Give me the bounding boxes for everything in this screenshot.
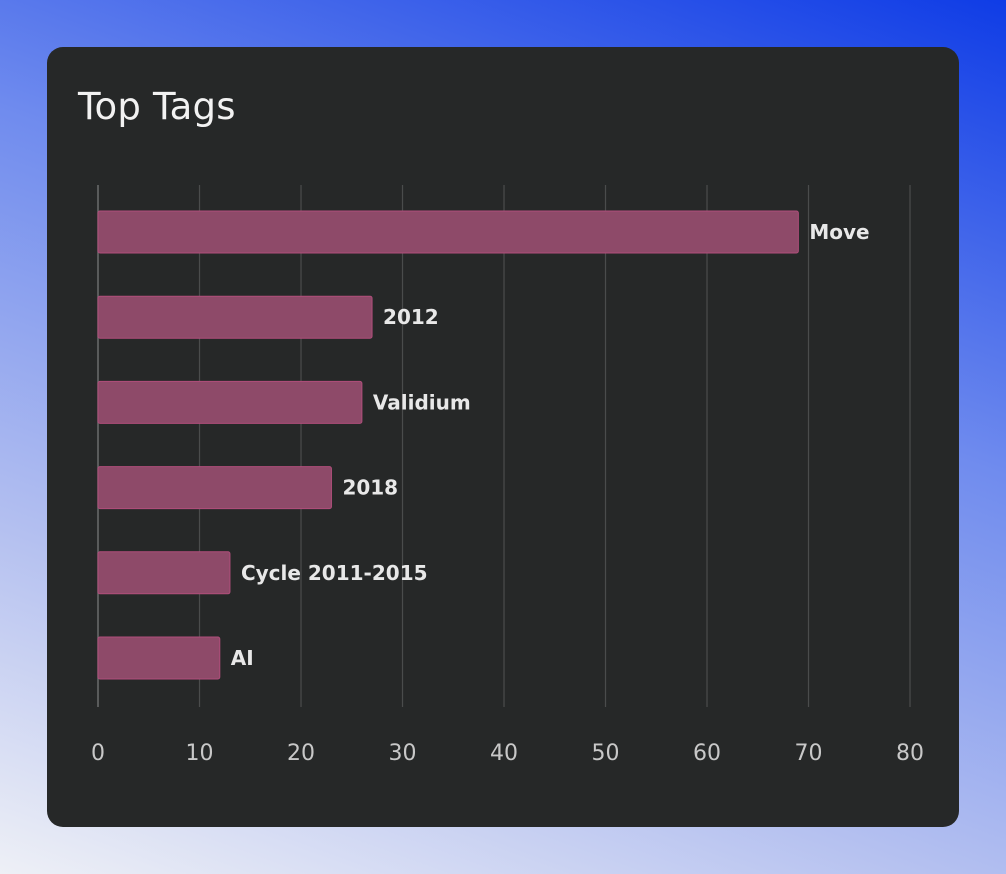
x-tick-label-0: 0 — [91, 741, 105, 766]
bar-label-cycle-2011-2015: Cycle 2011-2015 — [241, 561, 428, 585]
bar-label-2018: 2018 — [342, 476, 398, 500]
bars — [97, 210, 799, 680]
bar-label-2012: 2012 — [383, 305, 439, 329]
bar-cycle-2011-2015[interactable] — [97, 551, 231, 595]
bar-2018[interactable] — [97, 466, 332, 510]
x-tick-label-60: 60 — [693, 741, 721, 766]
x-axis-ticks: 0 10 20 30 40 50 60 70 80 — [91, 741, 924, 766]
bar-label-validium: Validium — [373, 390, 471, 414]
chart-title: Top Tags — [78, 85, 236, 128]
bar-labels: Move 2012 Validium 2018 Cycle 2011-2015 AI — [231, 220, 870, 670]
bar-chart: Move 2012 Validium 2018 Cycle 2011-2015 AI 0 1… — [91, 185, 924, 766]
bar-2012[interactable] — [97, 295, 373, 339]
bar-label-move: Move — [809, 220, 869, 244]
x-tick-label-70: 70 — [795, 741, 823, 766]
chart-card: Top Tags Move 2012 Validium 2018 Cycle 2011-… — [47, 47, 959, 827]
x-tick-label-50: 50 — [592, 741, 620, 766]
bar-ai[interactable] — [97, 636, 221, 680]
x-tick-label-20: 20 — [287, 741, 315, 766]
gridlines — [97, 185, 911, 707]
x-tick-label-80: 80 — [896, 741, 924, 766]
x-tick-label-30: 30 — [389, 741, 417, 766]
bar-move[interactable] — [97, 210, 799, 254]
bar-validium[interactable] — [97, 380, 363, 424]
x-tick-label-10: 10 — [186, 741, 214, 766]
bar-label-ai: AI — [231, 646, 254, 670]
x-tick-label-40: 40 — [490, 741, 518, 766]
